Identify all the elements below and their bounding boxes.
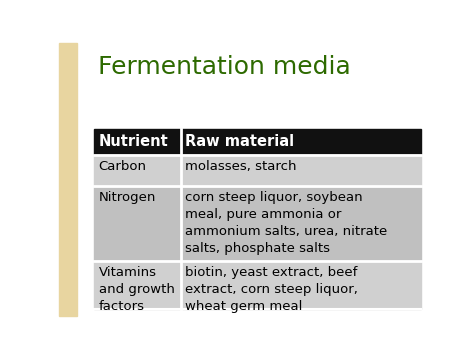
- Bar: [94, 261, 181, 309]
- Bar: [181, 261, 421, 309]
- Bar: [181, 186, 421, 261]
- Bar: [181, 155, 421, 186]
- Text: Nitrogen: Nitrogen: [99, 191, 156, 204]
- Bar: [59, 43, 77, 316]
- Text: Carbon: Carbon: [99, 160, 146, 173]
- Text: Vitamins
and growth
factors: Vitamins and growth factors: [99, 266, 174, 313]
- Text: molasses, starch: molasses, starch: [185, 160, 297, 173]
- Text: biotin, yeast extract, beef
extract, corn steep liquor,
wheat germ meal: biotin, yeast extract, beef extract, cor…: [185, 266, 358, 313]
- Bar: [94, 186, 181, 261]
- Text: Raw material: Raw material: [185, 134, 294, 149]
- Text: Fermentation media: Fermentation media: [98, 55, 351, 79]
- Text: Nutrient: Nutrient: [99, 134, 168, 149]
- Bar: [94, 155, 181, 186]
- Text: corn steep liquor, soybean
meal, pure ammonia or
ammonium salts, urea, nitrate
s: corn steep liquor, soybean meal, pure am…: [185, 191, 387, 255]
- Bar: [94, 129, 421, 155]
